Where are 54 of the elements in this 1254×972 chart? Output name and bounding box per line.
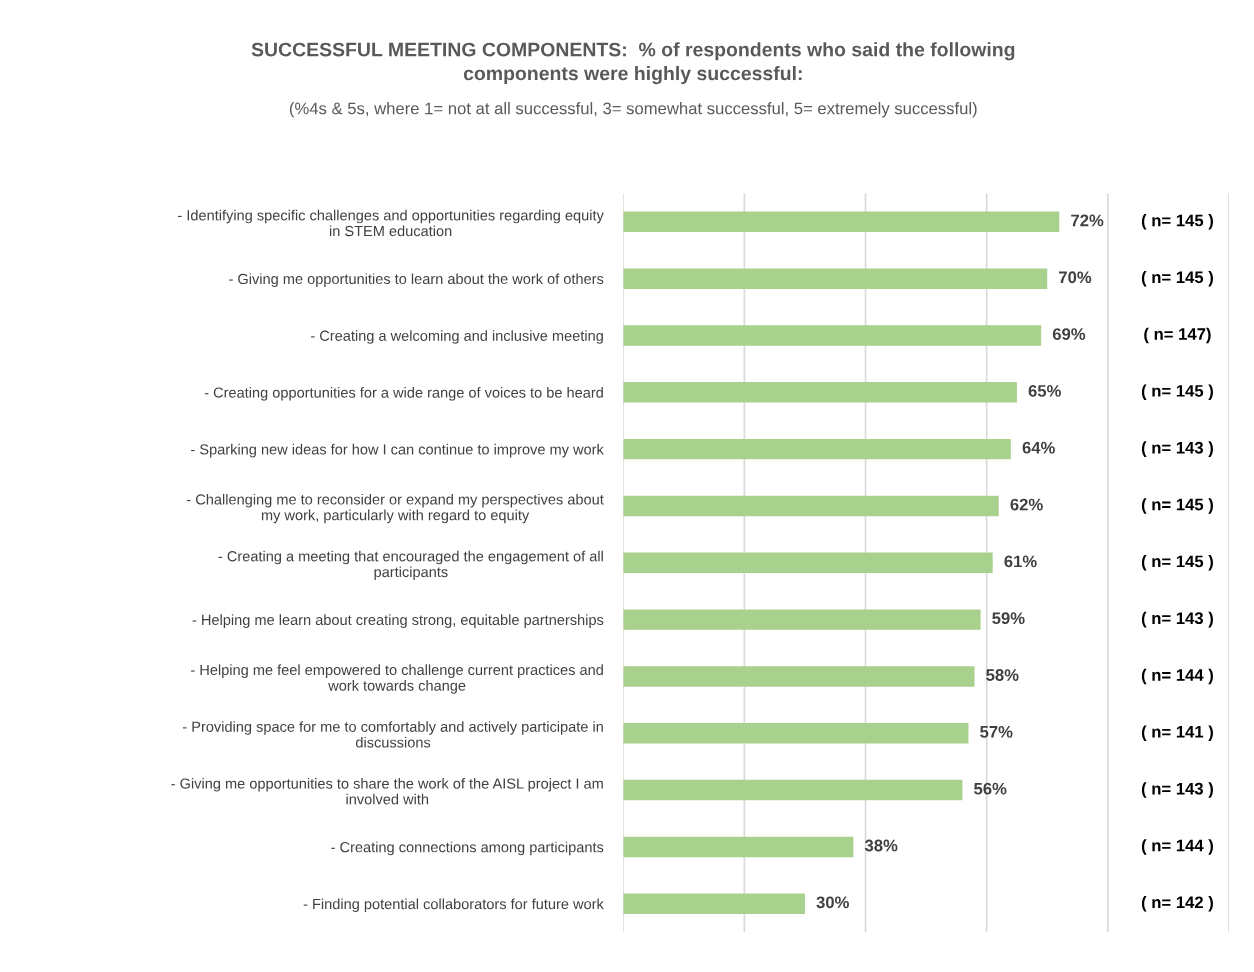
data-label: 38% (864, 839, 898, 852)
y-tick-label: - Challenging me to reconsider or expand my perspectives about my work, particularly with regard to equity (187, 493, 604, 524)
bar (623, 893, 805, 914)
bar (623, 382, 1017, 403)
y-tick-label: - Creating a meeting that encouraged the engagement of all participants (218, 550, 603, 581)
y-tick-label: - Giving me opportunities to share the work of the AISL project I am involved with (171, 778, 603, 805)
annotation: ( n= 143 ) (1141, 611, 1213, 628)
bar (623, 723, 969, 744)
chart-title: SUCCESSFUL MEETING COMPONENTS: % of respondents who said the following components were highly successful: (251, 42, 1015, 85)
annotation: ( n= 145 ) (1141, 384, 1213, 401)
data-label: 59% (992, 612, 1025, 625)
data-label: 64% (1022, 441, 1055, 454)
annotation: ( n= 143 ) (1141, 441, 1213, 457)
annotation: ( n= 144 ) (1141, 839, 1213, 855)
bar (623, 779, 963, 801)
bar (623, 836, 854, 858)
annotation: ( n= 145 ) (1141, 498, 1213, 514)
annotation: ( n= 145 ) (1141, 555, 1213, 571)
y-tick-label: - Finding potential collaborators for future work (303, 898, 604, 913)
data-label: 69% (1052, 328, 1086, 340)
y-tick-label: - Identifying specific challenges and opportunities regarding equity in STEM education (178, 209, 604, 237)
bar (623, 495, 999, 517)
data-label: 72% (1071, 214, 1104, 227)
data-label: 65% (1028, 384, 1061, 397)
y-tick-label: - Giving me opportunities to learn about the work of others (229, 273, 604, 287)
data-label: 62% (1010, 498, 1043, 511)
bar (623, 609, 981, 630)
y-tick-label: - Helping me feel empowered to challenge current practices and work towards change (191, 664, 603, 694)
data-label: 56% (974, 782, 1007, 795)
y-tick-label: - Providing space for me to comfortably and actively participate in discussions (182, 721, 603, 748)
chart-subtitle: (%4s & 5s, where 1= not at all successful, 3= somewhat successful, 5= extremely successful) (289, 102, 977, 118)
annotation: ( n= 144 ) (1141, 668, 1213, 685)
y-tick-label: - Creating a welcoming and inclusive meeting (311, 330, 603, 344)
annotation: ( n= 141 ) (1141, 725, 1213, 742)
data-label: 70% (1059, 271, 1092, 284)
y-tick-label: - Creating connections among participants (331, 841, 604, 856)
y-tick-label: - Helping me learn about creating strong, equitable partnerships (192, 614, 604, 628)
annotation: ( n= 147) (1144, 327, 1211, 344)
bar (623, 666, 975, 687)
data-label: 57% (980, 725, 1013, 738)
data-label: 58% (986, 669, 1019, 681)
data-label: 30% (816, 896, 849, 909)
data-label: 61% (1004, 555, 1037, 568)
y-tick-label: - Sparking new ideas for how I can continue to improve my work (191, 443, 604, 458)
annotation: ( n= 142 ) (1141, 895, 1213, 912)
bar (623, 211, 1060, 233)
bar (623, 552, 993, 574)
annotation: ( n= 143 ) (1141, 782, 1213, 798)
bar (623, 268, 1048, 289)
y-tick-label: - Creating opportunities for a wide range of voices to be heard (204, 387, 603, 401)
bar (623, 325, 1042, 346)
annotation: ( n= 145 ) (1141, 214, 1213, 230)
bar (623, 438, 1011, 460)
annotation: ( n= 145 ) (1141, 270, 1213, 287)
